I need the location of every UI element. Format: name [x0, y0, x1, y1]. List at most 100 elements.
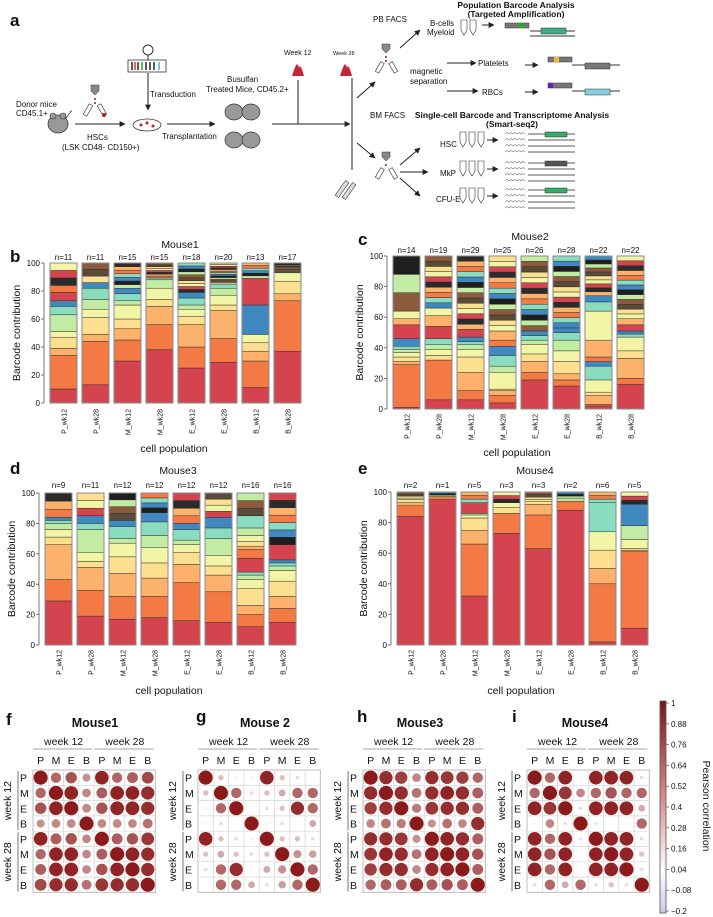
bar-segment — [236, 507, 265, 517]
bar-segment — [488, 277, 517, 284]
bar-segment — [584, 283, 613, 289]
stacked-bar-chart-mouse4: Mouse4 Barcode contribution cell populatio… — [358, 465, 649, 697]
panel-label-c: c — [358, 230, 367, 249]
colorbar-tick-label: 1 — [671, 699, 676, 708]
bar-segment — [552, 385, 581, 410]
bar-M_wk12 — [113, 262, 142, 404]
y-tick-label: 100 — [374, 488, 388, 497]
correlation-dot — [411, 849, 422, 860]
bar-P_wk12 — [49, 262, 78, 404]
correlation-dot — [381, 818, 391, 829]
cfue-population-label: CFU-E — [436, 195, 460, 204]
bar-segment — [81, 299, 110, 310]
correlation-dot — [204, 807, 207, 810]
bar-segment — [49, 348, 78, 356]
x-tick-label: E_wk12 — [533, 414, 540, 439]
bar-segment — [616, 255, 645, 262]
panel-a-schematic: a Donor mice CD45.1+ HSCs (LSK CD48- CD1… — [10, 0, 620, 209]
correlation-dot — [35, 864, 47, 875]
bar-segment — [140, 547, 169, 564]
bar-segment — [524, 499, 553, 502]
correlation-dot — [425, 862, 439, 877]
correlation-dot — [634, 877, 649, 892]
x-axis-label: cell population — [483, 447, 550, 459]
column-label: B — [413, 755, 420, 767]
correlation-dot — [440, 832, 454, 846]
bar-segment — [268, 514, 297, 523]
bar-outline — [588, 491, 617, 646]
correlation-dot — [558, 862, 573, 877]
correlation-dot — [215, 803, 227, 814]
bar-outline — [241, 262, 270, 404]
bar-E_wk12 — [524, 491, 553, 646]
bar-segment — [616, 260, 645, 266]
bar-segment — [81, 308, 110, 318]
correlation-dot — [198, 832, 213, 846]
bar-M_wk12 — [460, 491, 489, 646]
chart-title: Mouse1 — [161, 239, 199, 251]
bar-segment — [456, 255, 485, 262]
bar-segment — [424, 307, 453, 316]
bar-segment — [584, 395, 613, 405]
correlation-dot — [544, 833, 556, 845]
facs-sorter-icon — [374, 151, 399, 180]
bar-segment — [81, 334, 110, 342]
correlation-dot — [64, 786, 79, 800]
correlation-dot — [307, 864, 318, 875]
bar-segment — [209, 280, 238, 283]
n-label: n=18 — [182, 253, 201, 262]
correlation-dot — [395, 879, 407, 891]
colorbar-tick-label: 0.04 — [671, 865, 687, 874]
n-label: n=15 — [150, 253, 169, 262]
bar-segment — [488, 395, 517, 404]
bar-segment — [524, 548, 553, 646]
bar-segment — [520, 298, 549, 305]
bar-segment — [177, 271, 206, 275]
x-tick-label: P_wk28 — [94, 409, 101, 434]
row-label: M — [185, 788, 194, 800]
row-label: M — [514, 788, 523, 800]
correlation-dot — [110, 862, 124, 877]
correlation-dot — [309, 820, 317, 827]
bar-segment — [392, 356, 421, 362]
bar-segment — [552, 307, 581, 313]
correlation-dot — [215, 879, 227, 890]
correlation-dot — [366, 819, 376, 828]
bar-segment — [209, 283, 238, 289]
y-axis-label: Barcode contribution — [6, 521, 18, 617]
bar-segment — [556, 497, 585, 502]
bar-segment — [140, 492, 169, 499]
culture-dish-icon — [132, 118, 162, 132]
bar-outline — [424, 255, 453, 410]
bar-segment — [49, 355, 78, 390]
bar-outline — [140, 492, 169, 646]
bar-segment — [588, 531, 617, 551]
correlation-dot — [33, 832, 48, 846]
row-label: B — [20, 880, 27, 892]
x-tick-label: P_wk12 — [409, 650, 416, 675]
bar-segment — [616, 299, 645, 305]
row-group-label: week 28 — [167, 842, 179, 882]
bar-segment — [396, 505, 425, 517]
correlation-dot — [202, 790, 209, 796]
bar-segment — [424, 355, 453, 361]
charts-layer: b c d e f g h i Mouse1 Barcode contribution cell p… — [2, 230, 712, 916]
bar-segment — [113, 318, 142, 330]
x-tick-label: B_wk12 — [597, 414, 604, 439]
bar-segment — [44, 508, 73, 518]
bar-segment — [140, 596, 169, 618]
read-adapter — [504, 179, 526, 182]
bar-outline — [108, 492, 137, 646]
bar-segment — [488, 255, 517, 262]
correlation-dot — [140, 877, 155, 892]
bar-segment — [588, 549, 617, 569]
correlation-dot — [379, 847, 393, 861]
correlation-dot — [95, 770, 109, 785]
arrow — [399, 147, 421, 166]
bar-segment — [584, 365, 613, 381]
bar-segment — [209, 304, 238, 311]
bar-segment — [49, 292, 78, 302]
panel-label-h: h — [357, 707, 367, 726]
bar-segment — [172, 620, 201, 646]
